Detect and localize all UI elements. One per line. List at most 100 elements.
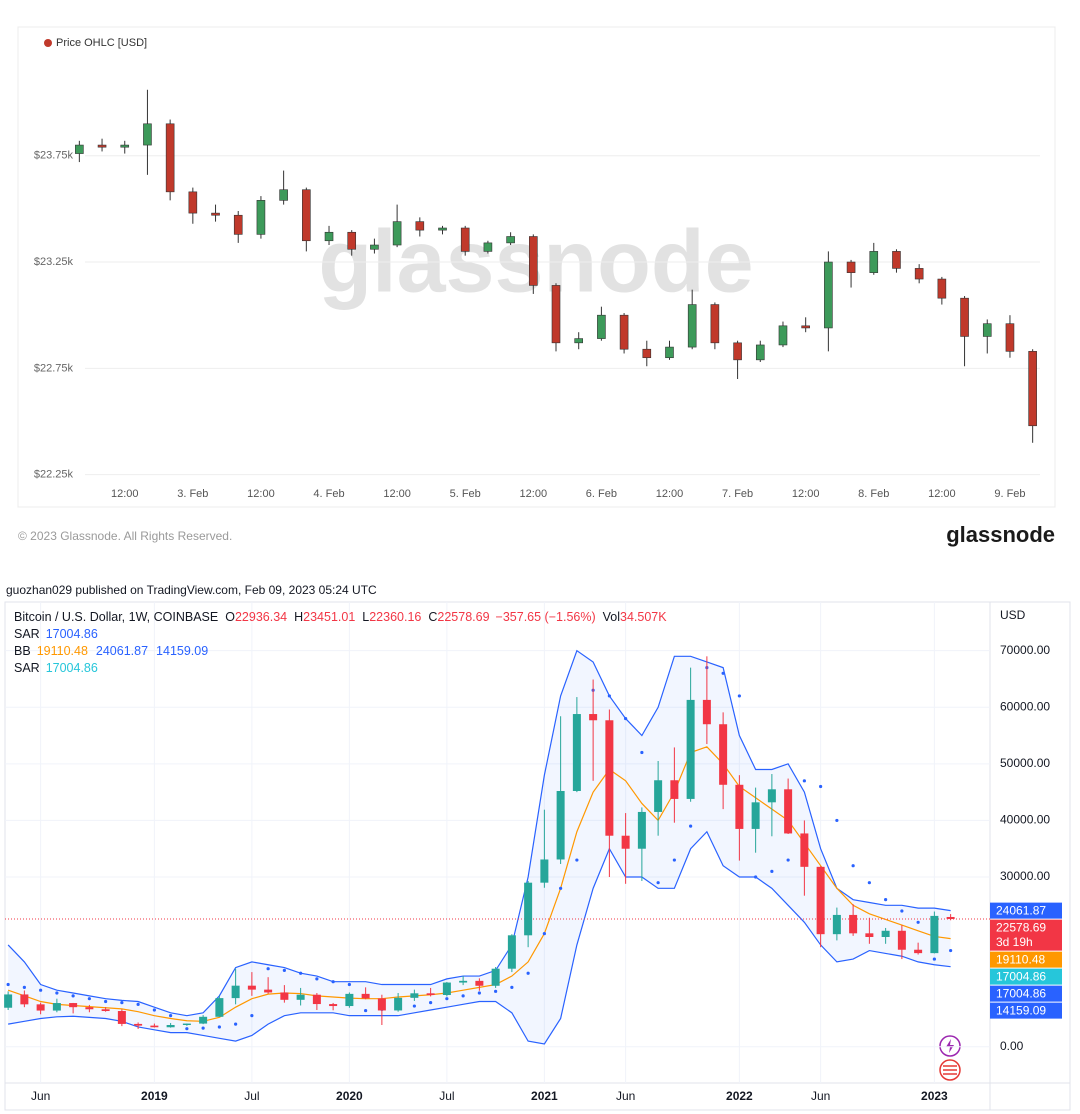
candle-body [345, 993, 354, 1007]
sar-dot [299, 971, 303, 975]
sar-dot [461, 994, 465, 998]
candle-body [733, 342, 742, 361]
candle-body [869, 251, 879, 273]
legend-item: 34.507K [620, 610, 667, 624]
candle-body [370, 244, 379, 250]
sar-dot [120, 1001, 124, 1005]
x-tick-label: 8. Feb [858, 488, 889, 500]
legend-item: 17004.86 [46, 627, 98, 641]
candle-body [881, 930, 890, 938]
publish-header: guozhan029 published on TradingView.com,… [6, 583, 377, 597]
sar-dot [364, 1008, 368, 1013]
candle-body [914, 268, 924, 280]
sar-dot [445, 997, 449, 1001]
sar-dot [900, 909, 904, 913]
sar-dot [494, 989, 498, 993]
sar-dot [185, 1027, 189, 1031]
candle-body [475, 980, 484, 986]
candle-body [415, 221, 425, 231]
candle-body [134, 1023, 143, 1026]
y-tick-label: 70000.00 [1000, 643, 1050, 657]
candle-body [529, 236, 538, 286]
candle-body [143, 123, 152, 146]
candle-body [665, 346, 674, 359]
sar-dot [510, 985, 514, 989]
candle-body [849, 914, 858, 934]
logo: glassnode [946, 522, 1055, 547]
candle-body [324, 231, 334, 242]
candle-body [574, 338, 583, 344]
candle-body [215, 998, 224, 1017]
price-badge [990, 951, 1062, 968]
price-badge-label: 14159.09 [996, 1003, 1046, 1017]
candle-body [637, 811, 646, 849]
candle-body [946, 916, 955, 920]
candle-body [182, 1023, 191, 1025]
sar-dot [672, 858, 676, 862]
candle-body [410, 993, 419, 998]
legend-item: L [362, 610, 369, 624]
price-badge-label: 17004.86 [996, 969, 1046, 983]
candle-body [1005, 323, 1015, 352]
sar-dot [347, 982, 351, 987]
candle-body [702, 699, 711, 725]
sar-dot [640, 750, 644, 755]
axis-unit: USD [1000, 608, 1026, 622]
legend-item: H [294, 610, 303, 624]
sar-dot [6, 982, 10, 987]
candle-body [264, 989, 273, 993]
sar-dot [884, 898, 888, 902]
candle-body [801, 325, 810, 329]
candle-body [1028, 351, 1037, 427]
sar-dot [250, 1014, 254, 1018]
sar-dot [689, 824, 693, 828]
x-tick-label: 12:00 [928, 488, 956, 500]
candle-body [960, 297, 969, 337]
candle-body [36, 1004, 45, 1011]
sar-dot [55, 991, 59, 995]
candle-body [302, 189, 311, 242]
candle-body [459, 980, 468, 983]
candle-body [735, 784, 744, 829]
candle-body [69, 1003, 78, 1008]
sar-dot [104, 999, 108, 1004]
legend-row: SAR 17004.86 [14, 627, 98, 641]
sar-dot [315, 977, 319, 981]
sar-dot [266, 967, 270, 971]
candle-body [101, 1009, 110, 1012]
legend-item: C [428, 610, 437, 624]
legend-row: BB 19110.48 24061.87 14159.09 [14, 644, 208, 658]
y-tick-label: 30000.00 [1000, 869, 1050, 883]
sar-dot [169, 1014, 173, 1018]
x-tick-label: 3. Feb [177, 488, 208, 500]
sar-dot [770, 869, 774, 873]
legend-item: 22936.34 [235, 610, 287, 624]
x-tick-label: 5. Feb [450, 488, 481, 500]
candle-body [800, 833, 809, 867]
tv-chart-frame [4, 601, 1071, 1111]
sar-dot [201, 1026, 205, 1030]
sar-dot [916, 920, 920, 924]
x-tick-label: 2023 [921, 1089, 948, 1103]
x-tick-label: Jul [439, 1089, 454, 1103]
sar-dot [867, 881, 871, 885]
x-tick-label: 12:00 [520, 488, 548, 500]
candle-body [483, 242, 493, 252]
sar-dot [559, 886, 563, 890]
x-tick-label: Jun [31, 1089, 50, 1103]
candle-body [442, 982, 451, 996]
candle-body [540, 859, 549, 883]
candle-body [491, 968, 500, 986]
candle-body [524, 882, 533, 936]
candle-body [589, 714, 598, 721]
x-tick-label: 6. Feb [586, 488, 617, 500]
event-icon-bolt [946, 1039, 954, 1053]
candle-body [165, 123, 175, 193]
candle-body [914, 949, 923, 954]
candle-body [460, 227, 470, 252]
y-tick-label: 40000.00 [1000, 813, 1050, 827]
candle-body [20, 994, 29, 1005]
candle-body [280, 992, 289, 1000]
sar-dot [282, 968, 286, 972]
